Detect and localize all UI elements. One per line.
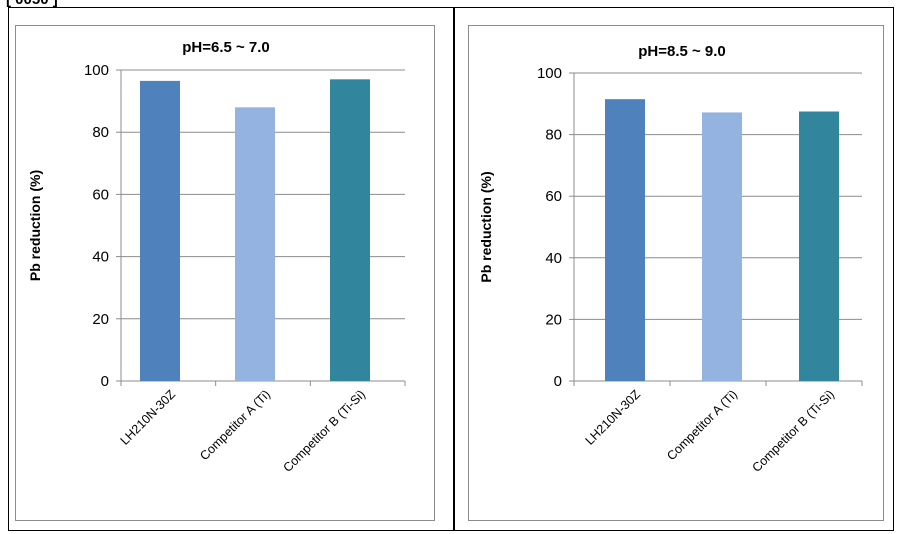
chart-panel-left: pH=6.5 ~ 7.0 Pb reduction (%) 0 20 40 60 80 100…: [15, 25, 435, 521]
bar-3: [799, 112, 839, 382]
bar-1: [605, 99, 645, 381]
x-category-label: LH210N-30Z: [583, 387, 644, 448]
x-category-label: LH210N-30Z: [118, 387, 179, 448]
x-category-label: Competitor B (Ti-Si): [749, 387, 837, 475]
chart-svg-right: pH=8.5 ~ 9.0 Pb reduction (%) 0 20 40 60 80 100…: [469, 26, 885, 522]
y-tick-label: 100: [537, 65, 562, 82]
chart-panel-right: pH=8.5 ~ 9.0 Pb reduction (%) 0 20 40 60 80 100…: [468, 25, 884, 521]
y-tick-label: 100: [84, 62, 109, 79]
y-tick-label: 0: [101, 373, 109, 390]
bar-1: [140, 81, 180, 381]
chart-title: pH=6.5 ~ 7.0: [182, 39, 270, 56]
y-axis-label: Pb reduction (%): [478, 171, 494, 282]
y-tick-label: 60: [92, 186, 109, 203]
y-tick-label: 80: [92, 124, 109, 141]
figure-table-divider: [453, 7, 455, 531]
y-tick-label: 20: [545, 311, 562, 328]
y-tick-label: 20: [92, 311, 109, 328]
chart-svg-left: pH=6.5 ~ 7.0 Pb reduction (%) 0 20 40 60 80 100…: [16, 26, 436, 522]
bar-2: [235, 107, 275, 381]
y-axis-label: Pb reduction (%): [27, 170, 43, 281]
x-category-label: Competitor A (Ti): [197, 387, 273, 463]
y-tick-label: 40: [92, 249, 109, 266]
y-tick-label: 80: [545, 127, 562, 144]
bar-3: [330, 79, 370, 381]
y-tick-label: 0: [554, 373, 562, 390]
x-category-label: Competitor B (Ti-Si): [280, 387, 368, 475]
chart-title: pH=8.5 ~ 9.0: [638, 43, 726, 60]
x-category-label: Competitor A (Ti): [664, 387, 740, 463]
bar-2: [702, 112, 742, 381]
y-tick-label: 60: [545, 188, 562, 205]
y-tick-label: 40: [545, 250, 562, 267]
